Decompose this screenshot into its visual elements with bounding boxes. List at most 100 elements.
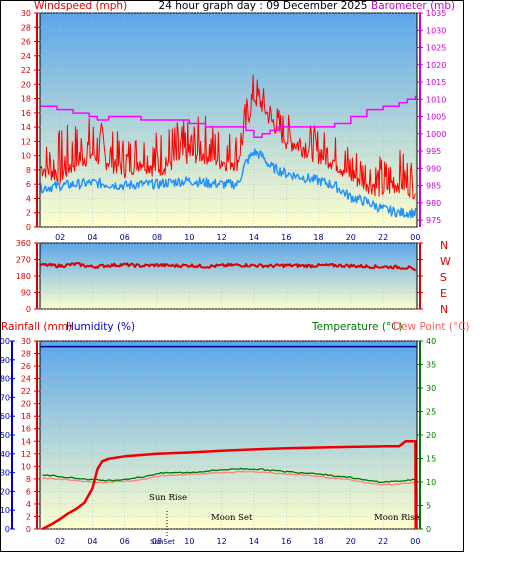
barometer-tick-label: 1035 — [426, 9, 446, 18]
windspeed-series-line — [40, 74, 416, 200]
x-tick-label-top: 16 — [281, 233, 291, 242]
rainfall-tick-label: 26 — [21, 362, 31, 371]
humidity-axis-title: Humidity (%) — [66, 321, 135, 333]
windspeed-tick-label: 12 — [21, 137, 31, 146]
dew-point-series-line — [42, 470, 416, 486]
rainfall-tick-label: 2 — [26, 512, 31, 521]
temperature-tick-label: 10 — [426, 478, 436, 487]
rainfall-tick-label: 22 — [21, 387, 31, 396]
wind-direction-series-line — [40, 262, 417, 272]
temperature-series-line — [42, 467, 416, 484]
compass-label-w: W — [440, 255, 451, 268]
temperature-tick-label: 30 — [426, 384, 436, 393]
barometer-tick-label: 990 — [426, 164, 441, 173]
rainfall-tick-label: 0 — [26, 525, 31, 534]
rainfall-series-line — [41, 440, 417, 531]
x-tick-label-bottom: 04 — [87, 537, 97, 546]
direction-tick-label: 0 — [26, 305, 31, 314]
moon-rise-annotation: Moon Rise — [374, 513, 420, 523]
rainfall-tick-label: 4 — [26, 500, 31, 509]
windspeed-tick-label: 20 — [21, 80, 31, 89]
windspeed-tick-label: 28 — [21, 23, 31, 32]
rainfall-axis-title: Rainfall (mm) — [1, 321, 72, 333]
rainfall-tick-label: 18 — [21, 412, 31, 421]
rainfall-tick-label: 20 — [21, 400, 31, 409]
windspeed-tick-label: 4 — [26, 194, 31, 203]
axes: 0202040406060808101012121414161618182020… — [0, 9, 446, 546]
temperature-tick-label: 20 — [426, 431, 436, 440]
rainfall-tick-label: 14 — [21, 437, 31, 446]
x-tick-label-bottom: 06 — [120, 537, 130, 546]
x-tick-label-bottom: 00 — [410, 537, 420, 546]
barometer-tick-label: 1000 — [426, 130, 446, 139]
direction-tick-label: 90 — [21, 289, 31, 298]
barometer-tick-label: 1015 — [426, 78, 446, 87]
humidity-tick-label: 100 — [0, 337, 10, 346]
rainfall-tick-label: 24 — [21, 375, 31, 384]
humidity-tick-label: 80 — [0, 375, 10, 384]
x-tick-label-top: 04 — [87, 233, 97, 242]
x-tick-label-bottom: 02 — [55, 537, 65, 546]
x-tick-label-top: 10 — [184, 233, 194, 242]
humidity-tick-label: 50 — [0, 431, 10, 440]
x-tick-label-top: 22 — [378, 233, 388, 242]
temperature-tick-label: 0 — [426, 525, 431, 534]
wind-direction-panel — [39, 242, 418, 310]
x-tick-label-bottom: 12 — [217, 537, 227, 546]
direction-tick-label: 180 — [16, 272, 31, 281]
temperature-axis-title: Temperature (°C) — [311, 321, 403, 333]
x-tick-label-bottom: 16 — [281, 537, 291, 546]
x-tick-label-top: 14 — [249, 233, 259, 242]
x-tick-label-top: 08 — [152, 233, 162, 242]
x-tick-label-top: 02 — [55, 233, 65, 242]
direction-tick-label: 360 — [16, 239, 31, 248]
rainfall-tick-label: 10 — [21, 462, 31, 471]
x-tick-label-top: 00 — [410, 233, 420, 242]
humidity-tick-label: 0 — [5, 525, 10, 534]
x-tick-label-bottom: 10 — [184, 537, 194, 546]
moon-set-annotation: Moon Set — [211, 513, 253, 523]
humidity-tick-label: 90 — [0, 356, 10, 365]
sun-rise-annotation: Sun Rise — [149, 493, 187, 503]
barometer-tick-label: 995 — [426, 147, 441, 156]
rainfall-tick-label: 30 — [21, 337, 31, 346]
barometer-series-line — [40, 95, 417, 139]
barometer-tick-label: 1020 — [426, 61, 446, 70]
windspeed-tick-label: 10 — [21, 152, 31, 161]
average-wind-series-line — [40, 148, 417, 219]
windspeed-tick-label: 24 — [21, 52, 31, 61]
barometer-tick-label: 985 — [426, 182, 441, 191]
humidity-tick-label: 40 — [0, 450, 10, 459]
x-tick-label-top: 12 — [217, 233, 227, 242]
rainfall-tick-label: 8 — [26, 475, 31, 484]
x-tick-label-bottom: 14 — [249, 537, 259, 546]
temperature-tick-label: 25 — [426, 408, 436, 417]
humidity-tick-label: 60 — [0, 412, 10, 421]
compass-label-e: E — [440, 287, 447, 300]
x-tick-label-bottom: 18 — [313, 537, 323, 546]
barometer-tick-label: 1030 — [426, 26, 446, 35]
barometer-tick-label: 980 — [426, 199, 441, 208]
compass-label-n-top: N — [440, 239, 448, 252]
windspeed-tick-label: 30 — [21, 9, 31, 18]
x-tick-label-bottom: 08 — [152, 537, 162, 546]
barometer-tick-label: 1010 — [426, 95, 446, 104]
rainfall-tick-label: 16 — [21, 425, 31, 434]
rain-temp-panel — [39, 340, 418, 530]
windspeed-tick-label: 14 — [21, 123, 31, 132]
temperature-tick-label: 35 — [426, 361, 436, 370]
windspeed-tick-label: 8 — [26, 166, 31, 175]
compass-label-s: S — [440, 271, 447, 284]
x-tick-label-top: 20 — [346, 233, 356, 242]
humidity-tick-label: 20 — [0, 487, 10, 496]
windspeed-tick-label: 6 — [26, 180, 31, 189]
temperature-tick-label: 15 — [426, 455, 436, 464]
temperature-tick-label: 40 — [426, 337, 436, 346]
x-tick-label-top: 18 — [313, 233, 323, 242]
windspeed-tick-label: 26 — [21, 38, 31, 47]
dew-point-axis-title: Dew Point (°C) — [393, 321, 470, 333]
rainfall-tick-label: 28 — [21, 350, 31, 359]
windspeed-axis-title: Windspeed (mph) — [34, 0, 127, 12]
barometer-tick-label: 1005 — [426, 113, 446, 122]
x-tick-label-top: 06 — [120, 233, 130, 242]
